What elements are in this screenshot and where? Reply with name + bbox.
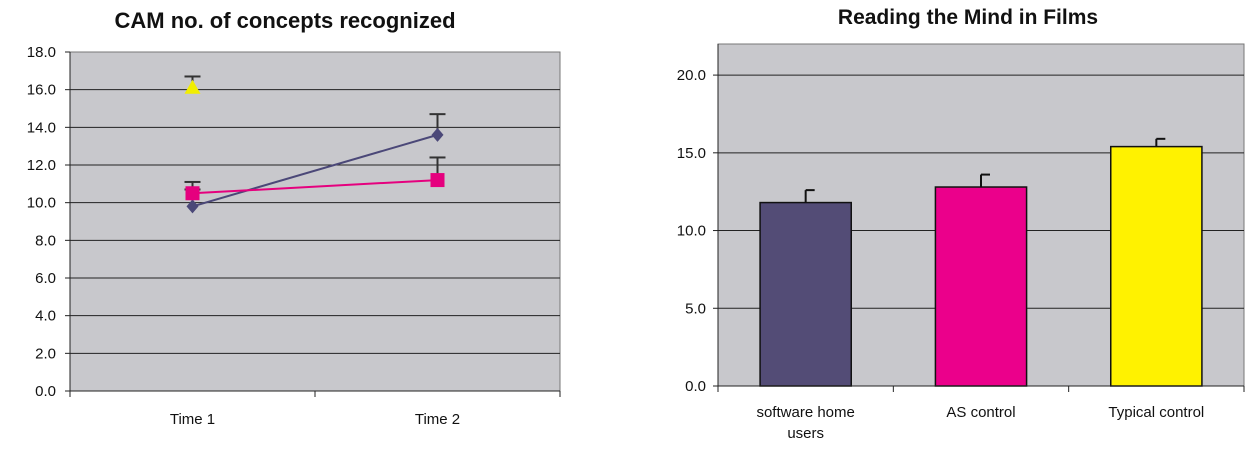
chart-reading-mind: Reading the Mind in Films 0.0 5.0 10.0 15.0… xyxy=(677,6,1244,442)
data-point-square xyxy=(431,173,445,187)
chart1-x-axis: Time 1 Time 2 xyxy=(70,391,560,428)
chart1-y-axis: 0.0 2.0 4.0 6.0 8.0 10.0 12.0 14.0 16.0 18.0 xyxy=(27,44,70,400)
bar xyxy=(1111,147,1202,386)
y-tick-label: 15.0 xyxy=(677,145,706,162)
chart1-plot-area xyxy=(70,52,560,391)
y-tick-label: 14.0 xyxy=(27,119,56,136)
y-tick-label: 20.0 xyxy=(677,67,706,84)
chart2-title: Reading the Mind in Films xyxy=(838,6,1098,29)
chart2-y-axis: 0.0 5.0 10.0 15.0 20.0 xyxy=(677,44,718,395)
y-tick-label: 6.0 xyxy=(35,270,56,287)
y-tick-label: 10.0 xyxy=(27,195,56,212)
x-tick-label: Time 2 xyxy=(415,411,460,428)
y-tick-label: 4.0 xyxy=(35,308,56,325)
x-tick-label: Time 1 xyxy=(170,411,215,428)
chart2-x-axis: software home users AS control Typical cont… xyxy=(718,386,1244,442)
bar xyxy=(760,203,851,386)
y-tick-label: 5.0 xyxy=(685,300,706,317)
y-tick-label: 2.0 xyxy=(35,345,56,362)
chart1-title: CAM no. of concepts recognized xyxy=(114,8,455,33)
data-point-square xyxy=(186,186,200,200)
y-tick-label: 12.0 xyxy=(27,157,56,174)
y-tick-label: 0.0 xyxy=(35,383,56,400)
bar xyxy=(935,187,1026,386)
y-tick-label: 16.0 xyxy=(27,82,56,99)
chart-cam-concepts: CAM no. of concepts recognized 0.0 2.0 4.0… xyxy=(27,8,560,428)
x-tick-label: software home users xyxy=(756,404,854,442)
y-tick-label: 0.0 xyxy=(685,378,706,395)
y-tick-label: 18.0 xyxy=(27,44,56,61)
y-tick-label: 8.0 xyxy=(35,232,56,249)
x-tick-label: AS control xyxy=(946,404,1015,421)
y-tick-label: 10.0 xyxy=(677,223,706,240)
x-tick-label: Typical control xyxy=(1108,404,1204,421)
